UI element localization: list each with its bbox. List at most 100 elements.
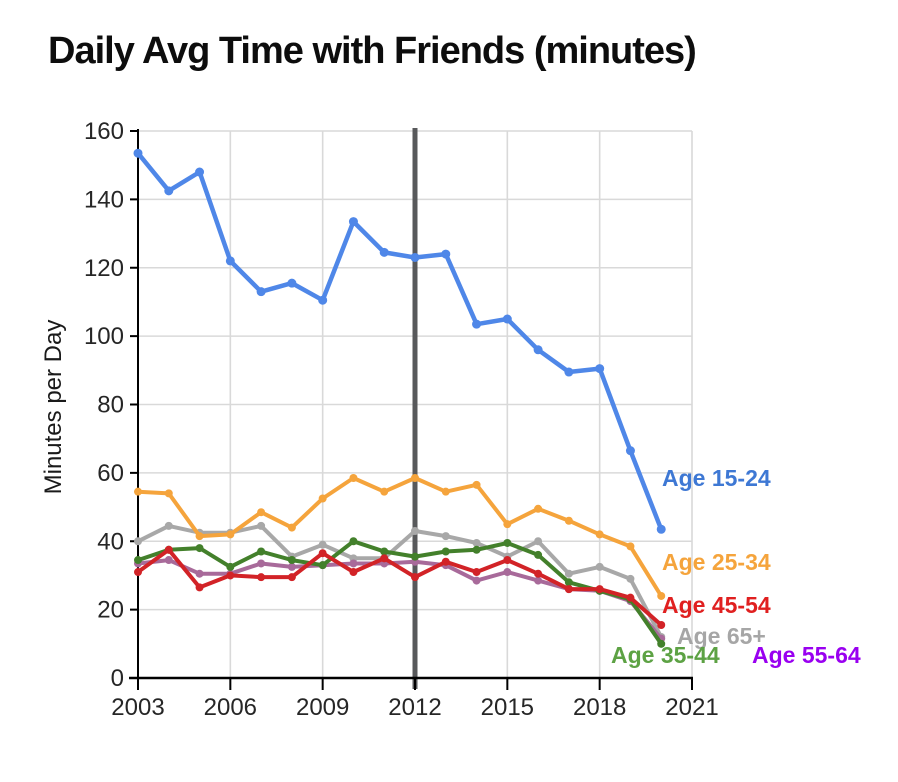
data-point-age-65plus	[318, 540, 327, 549]
data-point-age-65plus	[472, 538, 481, 547]
chart-title: Daily Avg Time with Friends (minutes)	[48, 30, 697, 72]
data-point-age-35-44	[318, 561, 327, 570]
data-point-age-35-44	[226, 562, 235, 571]
data-point-age-25-34	[349, 474, 358, 483]
data-point-age-45-54	[164, 545, 173, 554]
data-point-age-65plus	[441, 532, 450, 541]
data-point-age-25-34	[257, 508, 266, 517]
data-point-age-45-54	[564, 585, 573, 594]
data-point-age-35-44	[411, 552, 419, 561]
data-point-age-35-44	[380, 547, 389, 556]
y-tick-label: 100	[84, 323, 124, 350]
data-point-age-65plus	[411, 526, 419, 535]
data-point-age-35-44	[195, 544, 204, 553]
x-tick-label: 2021	[665, 694, 718, 721]
data-point-age-55-64	[257, 559, 266, 568]
series-line-age-25-34	[136, 476, 664, 598]
data-point-age-15-24	[164, 186, 174, 196]
data-point-age-45-54	[595, 585, 604, 594]
series-label-age-45-54: Age 45-54	[662, 592, 771, 618]
data-point-age-25-34	[287, 523, 296, 532]
y-tick-label: 160	[84, 118, 124, 145]
x-tick-label: 2006	[204, 694, 257, 721]
x-tick-label: 2018	[573, 694, 626, 721]
data-point-age-45-54	[411, 573, 419, 582]
y-tick-label: 40	[97, 528, 124, 555]
series-age-25-34	[134, 474, 666, 600]
y-tick-label: 20	[97, 597, 124, 624]
data-point-age-35-44	[349, 537, 358, 546]
series-age-15-24	[133, 148, 666, 534]
data-point-age-25-34	[411, 474, 419, 483]
data-point-age-15-24	[502, 314, 512, 324]
series-label-age-25-34: Age 25-34	[662, 549, 771, 575]
series-line-age-45-54	[136, 547, 664, 627]
data-point-age-25-34	[195, 532, 204, 541]
data-point-age-15-24	[533, 345, 543, 355]
data-point-age-45-54	[134, 568, 142, 577]
data-point-age-45-54	[257, 573, 266, 582]
data-point-age-35-44	[503, 538, 512, 547]
y-tick-label: 60	[97, 460, 124, 487]
data-point-age-45-54	[657, 621, 666, 630]
data-point-age-45-54	[441, 557, 450, 566]
data-point-age-15-24	[348, 217, 358, 227]
data-point-age-45-54	[349, 568, 358, 577]
x-tick-label: 2015	[481, 694, 534, 721]
data-point-age-15-24	[379, 247, 389, 257]
data-point-age-25-34	[441, 487, 450, 496]
data-point-age-65plus	[164, 521, 173, 530]
data-point-age-35-44	[564, 578, 573, 587]
data-point-age-55-64	[195, 569, 204, 578]
data-point-age-45-54	[287, 573, 296, 582]
data-point-age-15-24	[256, 287, 266, 297]
data-point-age-15-24	[564, 367, 574, 377]
data-point-age-25-34	[318, 494, 327, 503]
data-point-age-35-44	[134, 556, 142, 565]
series-age-35-44	[134, 537, 666, 648]
data-point-age-45-54	[195, 583, 204, 592]
data-point-age-55-64	[287, 562, 296, 571]
data-point-age-15-24	[287, 278, 297, 288]
data-point-age-25-34	[164, 489, 173, 498]
data-point-age-65plus	[595, 562, 604, 571]
x-tick-label: 2012	[388, 694, 441, 721]
data-point-age-45-54	[318, 549, 327, 558]
data-point-age-15-24	[656, 524, 666, 534]
data-point-age-65plus	[257, 521, 266, 530]
data-point-age-15-24	[472, 319, 482, 329]
series-label-age-65plus: Age 65+	[677, 623, 766, 649]
series-label-age-15-24: Age 15-24	[662, 465, 771, 491]
data-point-age-15-24	[318, 295, 328, 305]
data-point-age-15-24	[225, 256, 235, 266]
data-point-age-65plus	[564, 569, 573, 578]
axes: 0 20 40 60 80 100 120 140 160 2003 2006 2009 2012 201…	[84, 118, 719, 721]
data-point-age-35-44	[257, 547, 266, 556]
data-point-age-25-34	[503, 520, 512, 529]
y-tick-label: 0	[111, 665, 124, 692]
y-tick-label: 140	[84, 186, 124, 213]
x-tick-label: 2003	[111, 694, 164, 721]
data-point-age-25-34	[657, 591, 666, 600]
data-point-age-25-34	[226, 530, 235, 539]
data-point-age-15-24	[133, 148, 143, 158]
data-point-age-35-44	[287, 556, 296, 565]
series-label-age-35-44: Age 35-44	[611, 642, 720, 668]
data-point-age-55-64	[349, 559, 358, 568]
data-point-age-15-24	[441, 249, 451, 259]
data-point-age-55-64	[503, 568, 512, 577]
data-point-age-25-34	[534, 504, 543, 513]
data-point-age-45-54	[380, 554, 389, 563]
data-point-age-25-34	[380, 487, 389, 496]
series-label-age-55-64: Age 55-64	[752, 642, 861, 668]
data-point-age-15-24	[410, 252, 420, 262]
data-point-age-55-64	[164, 556, 173, 565]
data-point-age-65plus	[134, 537, 142, 546]
data-point-age-35-44	[472, 545, 481, 554]
data-point-age-45-54	[226, 571, 235, 580]
x-tick-label: 2009	[296, 694, 349, 721]
data-point-age-55-64	[534, 576, 543, 585]
data-point-age-45-54	[503, 556, 512, 565]
data-point-age-35-44	[657, 639, 666, 648]
